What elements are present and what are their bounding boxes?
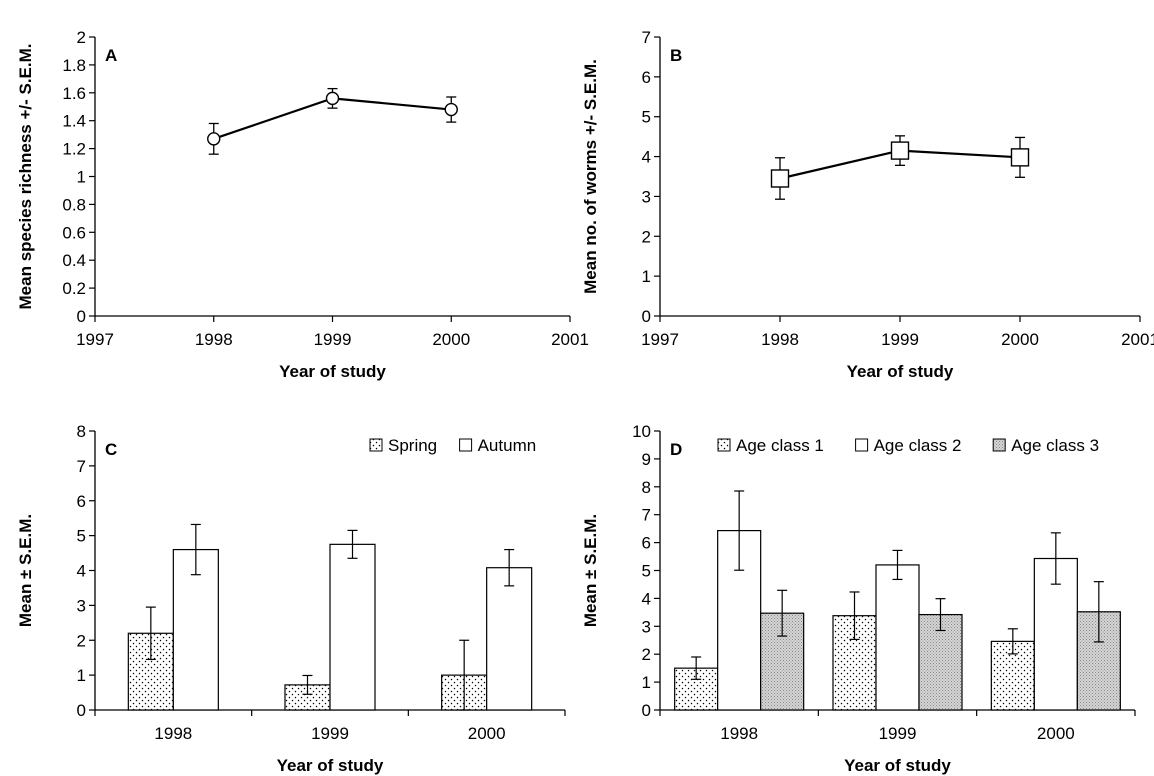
data-point [1010,148,1030,167]
y-tick-label: 7 [77,457,86,476]
legend-label: Age class 1 [736,436,824,455]
legend-swatch [459,438,473,452]
bar [329,543,376,711]
x-tick-label: 1998 [195,330,233,349]
y-axis-title: Mean no. of worms +/- S.E.M. [581,59,600,294]
x-tick-label: 2000 [1037,724,1075,743]
x-tick-label: 2001 [1121,330,1154,349]
legend-swatch [369,438,383,452]
legend-swatch [855,438,869,452]
x-tick-label: 1999 [311,724,349,743]
y-tick-label: 0.6 [62,223,86,242]
bar [875,564,920,711]
y-tick-label: 7 [642,28,651,47]
y-tick-label: 4 [642,148,651,167]
y-axis-title: Mean ± S.E.M. [16,514,35,627]
y-tick-label: 1.4 [62,112,86,131]
y-tick-label: 7 [642,506,651,525]
x-tick-label: 1997 [641,330,679,349]
y-tick-label: 6 [77,492,86,511]
y-tick-label: 3 [77,596,86,615]
y-tick-label: 6 [642,68,651,87]
y-tick-label: 2 [642,645,651,664]
y-tick-label: 0 [642,307,651,326]
data-point [770,169,790,188]
y-tick-label: 0 [642,701,651,720]
y-tick-label: 0.2 [62,279,86,298]
y-tick-label: 5 [642,562,651,581]
panel-b-chart: 0 1 2 3 4 5 6 7 Mean no. of worms +/- S.E.M. 1997… [581,28,1154,381]
legend-label: Age class 3 [1011,436,1099,455]
y-tick-label: 1 [642,267,651,286]
y-tick-label: 1 [77,666,86,685]
y-axis-title: Mean ± S.E.M. [581,514,600,627]
y-tick-label: 8 [642,478,651,497]
y-tick-label: 9 [642,450,651,469]
x-tick-label: 1998 [720,724,758,743]
data-point [207,132,221,146]
x-tick-label: 1999 [881,330,919,349]
x-tick-label: 2000 [432,330,470,349]
y-tick-label: 0 [77,701,86,720]
y-tick-label: 8 [77,422,86,441]
y-tick-label: 1 [642,673,651,692]
panel-d-chart: 0 1 2 3 4 5 6 7 8 9 10 Mean ± S.E.M. 1998 1999 2000 Yea… [581,422,1136,775]
y-tick-label: 1.2 [62,140,86,159]
panel-a-chart: 0 0.2 0.4 0.6 0.8 1 1.2 1.4 1.6 1.8 2 Mean species … [16,28,589,381]
y-tick-label: 0 [77,307,86,326]
legend-swatch [717,438,731,452]
x-axis-title: Year of study [277,756,384,775]
y-tick-label: 5 [77,527,86,546]
y-tick-label: 4 [77,562,86,581]
x-axis-title: Year of study [279,362,386,381]
x-tick-label: 1998 [154,724,192,743]
y-tick-label: 2 [77,631,86,650]
x-tick-label: 2001 [551,330,589,349]
x-tick-label: 1999 [879,724,917,743]
panel-label: D [670,440,682,459]
x-tick-label: 2000 [468,724,506,743]
legend-label: Autumn [478,436,537,455]
x-tick-label: 1998 [761,330,799,349]
bar [172,548,219,711]
panel-label: B [670,46,682,65]
y-tick-label: 0.4 [62,251,86,270]
y-tick-label: 2 [77,28,86,47]
y-tick-label: 3 [642,187,651,206]
y-tick-label: 1.8 [62,56,86,75]
y-tick-label: 3 [642,617,651,636]
y-tick-label: 1.6 [62,84,86,103]
x-tick-label: 2000 [1001,330,1039,349]
y-tick-label: 1 [77,168,86,187]
x-axis-title: Year of study [847,362,954,381]
y-tick-label: 0.8 [62,195,86,214]
data-point [890,141,910,160]
data-point [325,91,340,106]
x-tick-label: 1997 [76,330,114,349]
panel-label: C [105,440,117,459]
legend-swatch [992,438,1006,452]
panel-c-chart: 0 1 2 3 4 5 6 7 8 Mean ± S.E.M. 1998 1999 2000 Year o… [16,422,566,775]
bar [760,612,805,711]
y-tick-label: 10 [632,422,651,441]
bar [486,567,533,711]
data-point [444,102,458,117]
y-tick-label: 2 [642,227,651,246]
y-tick-label: 6 [642,534,651,553]
y-axis-title: Mean species richness +/- S.E.M. [16,44,35,310]
legend-label: Spring [388,436,437,455]
legend-label: Age class 2 [874,436,962,455]
x-tick-label: 1999 [314,330,352,349]
panel-label: A [105,46,117,65]
y-tick-label: 4 [642,589,651,608]
y-tick-label: 5 [642,108,651,127]
x-axis-title: Year of study [844,756,951,775]
